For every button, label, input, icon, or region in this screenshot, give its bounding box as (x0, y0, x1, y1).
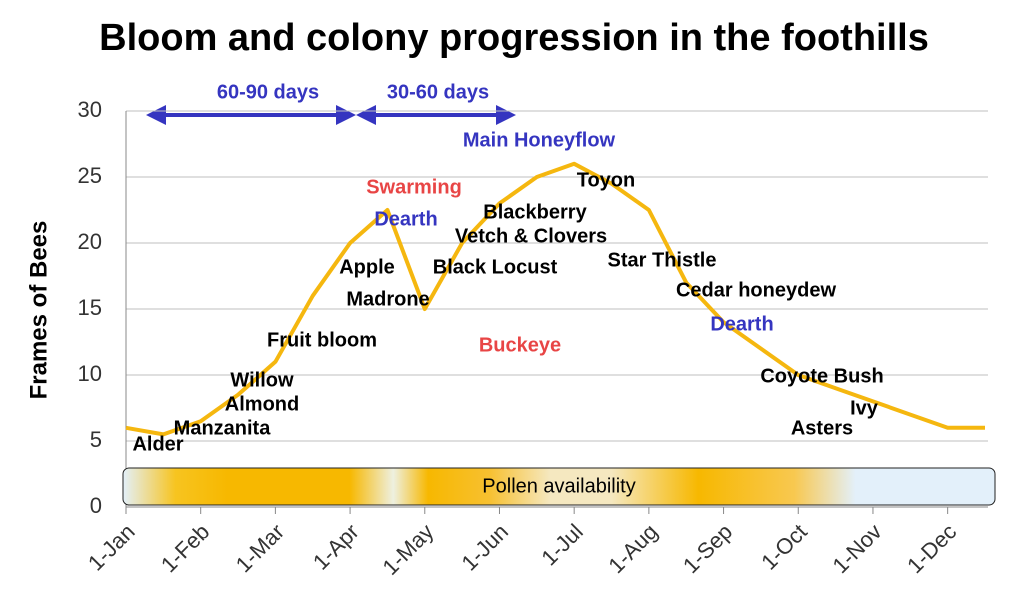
x-tick-label: 1-Oct (756, 519, 812, 575)
y-tick-label: 5 (90, 427, 102, 452)
x-tick-label: 1-Sep (678, 519, 737, 578)
annotation: Swarming (366, 176, 462, 198)
annotation: Cedar honeydew (676, 279, 836, 301)
annotation: Blackberry (483, 201, 587, 223)
chart-title: Bloom and colony progression in the foot… (99, 17, 929, 59)
pollen-band (122, 467, 996, 506)
y-tick-label: 25 (78, 163, 102, 188)
annotation: Manzanita (174, 417, 272, 439)
data-line (125, 161, 985, 437)
x-tick-label: 1-Jun (457, 519, 514, 576)
annotation: Coyote Bush (760, 365, 883, 387)
annotation: Black Locust (433, 256, 558, 278)
band-label: Pollen availability (482, 475, 635, 497)
range-label: 60-90 days (217, 81, 319, 103)
annotation: Toyon (577, 169, 636, 191)
x-tick-label: 1-Jul (536, 519, 587, 570)
annotation: Dearth (710, 313, 773, 335)
annotation: Star Thistle (608, 249, 717, 271)
x-tick-label: 1-Mar (231, 519, 289, 577)
x-tick-label: 1-May (378, 519, 439, 580)
y-axis-label: Frames of Bees (25, 221, 52, 400)
x-tick-label: 1-Jan (83, 519, 140, 576)
annotation: Dearth (374, 208, 437, 230)
range-label: 30-60 days (387, 81, 489, 103)
x-tick-label: 1-Feb (156, 519, 214, 577)
annotation: Main Honeyflow (463, 129, 616, 151)
annotation: Willow (230, 369, 294, 391)
x-tick-label: 1-Apr (308, 519, 364, 575)
y-tick-label: 15 (78, 295, 102, 320)
x-tick-label: 1-Nov (827, 519, 886, 578)
annotation: Vetch & Clovers (455, 225, 607, 247)
annotation: Asters (791, 417, 853, 439)
annotation: Almond (225, 393, 299, 415)
x-tick-label: 1-Dec (902, 519, 961, 578)
x-tick-label: 1-Aug (603, 519, 662, 578)
annotation: Apple (339, 256, 395, 278)
annotation: Buckeye (479, 334, 561, 356)
y-tick-label: 0 (90, 493, 102, 518)
y-tick-label: 10 (78, 361, 102, 386)
y-tick-label: 30 (78, 97, 102, 122)
y-tick-label: 20 (78, 229, 102, 254)
annotation: Alder (132, 433, 183, 455)
annotation: Ivy (850, 397, 879, 419)
annotation: Madrone (346, 288, 429, 310)
annotation: Fruit bloom (267, 329, 377, 351)
